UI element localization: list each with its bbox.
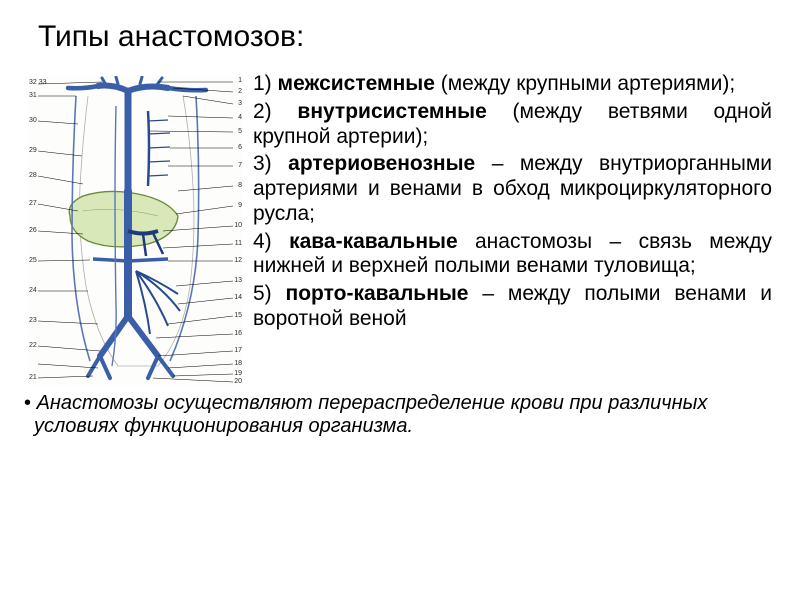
diagram-label: 18 <box>234 360 242 367</box>
item-number: 2) <box>253 100 272 123</box>
item-term: межсистемные <box>278 72 435 95</box>
list-item: 5) порто-кавальные – между полыми венами… <box>253 282 772 332</box>
diagram-label: 20 <box>234 378 242 385</box>
diagram-label: 17 <box>234 347 242 354</box>
anatomy-diagram: 32 33 31 30 29 28 27 26 25 24 23 22 21 1… <box>28 76 243 386</box>
diagram-label: 6 <box>238 144 242 151</box>
item-number: 4) <box>253 230 272 253</box>
diagram-label: 4 <box>238 114 242 121</box>
diagram-label: 29 <box>29 147 37 154</box>
diagram-label: 10 <box>234 222 242 229</box>
list-item: 4) кава-кавальные анастомозы – связь меж… <box>253 230 772 280</box>
item-term: внутрисистемные <box>297 100 486 123</box>
item-number: 3) <box>253 152 272 175</box>
diagram-label: 19 <box>234 370 242 377</box>
diagram-label: 27 <box>29 200 37 207</box>
diagram-label: 22 <box>29 342 37 349</box>
diagram-label: 13 <box>234 277 242 284</box>
list-item: 2) внутрисистемные (между ветвями одной … <box>253 100 772 150</box>
diagram-label: 30 <box>29 117 37 124</box>
item-term: порто-кавальные <box>286 282 469 305</box>
vein-diagram-svg <box>28 76 243 386</box>
diagram-label: 1 <box>238 77 242 84</box>
diagram-label: 31 <box>29 92 37 99</box>
diagram-label: 11 <box>235 240 242 247</box>
item-number: 1) <box>253 72 272 95</box>
diagram-label: 12 <box>234 257 242 264</box>
diagram-label: 24 <box>29 287 37 294</box>
diagram-label: 5 <box>238 128 242 135</box>
diagram-label: 28 <box>29 172 37 179</box>
diagram-label: 21 <box>29 374 37 381</box>
diagram-label: 8 <box>238 182 242 189</box>
diagram-label: 16 <box>234 330 242 337</box>
list-item: 1) межсистемные (между крупными артериям… <box>253 72 772 97</box>
diagram-label: 3 <box>238 100 242 107</box>
page-title: Типы анастомозов: <box>38 20 772 54</box>
diagram-column: 32 33 31 30 29 28 27 26 25 24 23 22 21 1… <box>28 72 243 386</box>
diagram-label: 9 <box>238 202 242 209</box>
item-number: 5) <box>253 282 272 305</box>
content-row: 32 33 31 30 29 28 27 26 25 24 23 22 21 1… <box>28 72 772 386</box>
item-term: артериовенозные <box>288 152 475 175</box>
diagram-label: 32 33 <box>29 79 47 86</box>
item-term: кава-кавальные <box>289 230 458 253</box>
diagram-label: 15 <box>234 312 242 319</box>
footer-note: Анастомозы осуществляют перераспределени… <box>28 392 772 438</box>
diagram-label: 26 <box>29 227 37 234</box>
definition-list: 1) межсистемные (между крупными артериям… <box>253 72 772 386</box>
diagram-label: 25 <box>29 257 37 264</box>
diagram-label: 23 <box>29 317 37 324</box>
diagram-label: 7 <box>238 162 242 169</box>
diagram-label: 14 <box>234 294 242 301</box>
diagram-label: 2 <box>238 88 242 95</box>
list-item: 3) артериовенозные – между внутриорганны… <box>253 152 772 226</box>
item-text: (между крупными артериями); <box>435 72 735 95</box>
